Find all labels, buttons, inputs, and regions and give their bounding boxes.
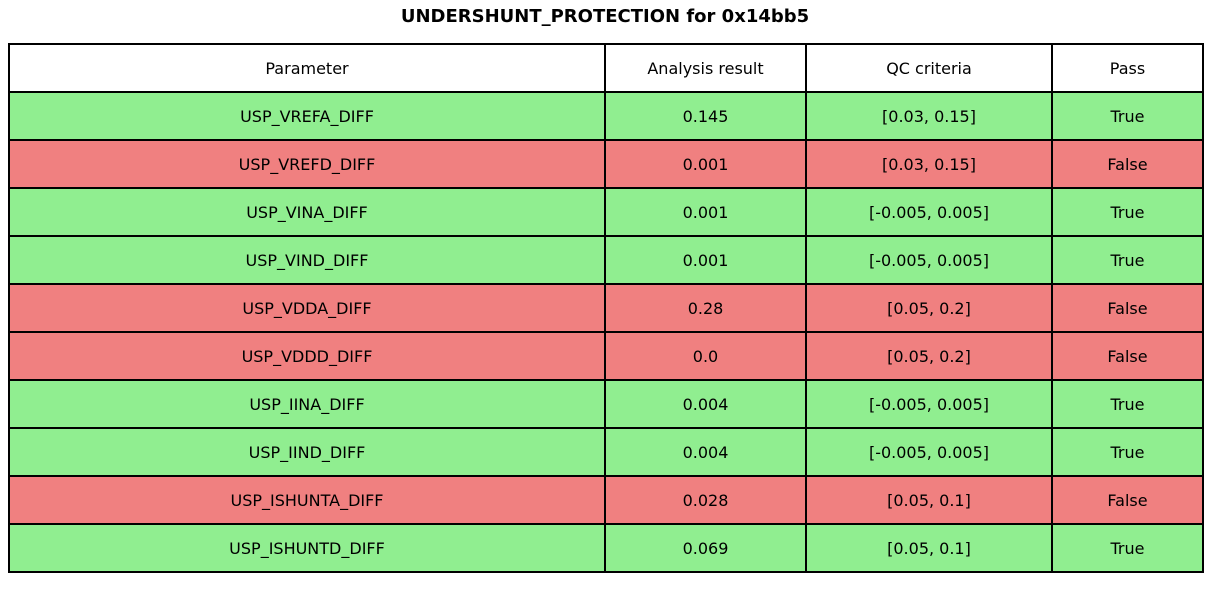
table-row: USP_VDDD_DIFF 0.0 [0.05, 0.2] False [8, 331, 1204, 381]
pass-cell: False [1051, 139, 1204, 189]
analysis-result-cell: 0.28 [604, 283, 807, 333]
header-parameter: Parameter [8, 43, 606, 93]
pass-cell: True [1051, 523, 1204, 573]
header-pass: Pass [1051, 43, 1204, 93]
analysis-result-cell: 0.001 [604, 187, 807, 237]
qc-criteria-cell: [-0.005, 0.005] [805, 379, 1053, 429]
analysis-result-cell: 0.028 [604, 475, 807, 525]
table-row: USP_VREFD_DIFF 0.001 [0.03, 0.15] False [8, 139, 1204, 189]
qc-criteria-cell: [0.05, 0.1] [805, 475, 1053, 525]
page-title: UNDERSHUNT_PROTECTION for 0x14bb5 [400, 6, 810, 27]
parameter-cell: USP_VIND_DIFF [8, 235, 606, 285]
analysis-result-cell: 0.069 [604, 523, 807, 573]
pass-cell: True [1051, 379, 1204, 429]
qc-criteria-cell: [-0.005, 0.005] [805, 427, 1053, 477]
analysis-result-cell: 0.001 [604, 139, 807, 189]
parameter-cell: USP_VINA_DIFF [8, 187, 606, 237]
qc-criteria-cell: [0.05, 0.2] [805, 331, 1053, 381]
header-row: Parameter Analysis result QC criteria Pa… [8, 43, 1204, 93]
table-row: USP_VDDA_DIFF 0.28 [0.05, 0.2] False [8, 283, 1204, 333]
pass-cell: False [1051, 283, 1204, 333]
qc-criteria-cell: [0.03, 0.15] [805, 139, 1053, 189]
table-row: USP_VIND_DIFF 0.001 [-0.005, 0.005] True [8, 235, 1204, 285]
qc-criteria-cell: [0.05, 0.1] [805, 523, 1053, 573]
qc-criteria-cell: [0.05, 0.2] [805, 283, 1053, 333]
pass-cell: True [1051, 187, 1204, 237]
qc-criteria-cell: [-0.005, 0.005] [805, 235, 1053, 285]
pass-cell: True [1051, 91, 1204, 141]
table-row: USP_IIND_DIFF 0.004 [-0.005, 0.005] True [8, 427, 1204, 477]
parameter-cell: USP_VREFD_DIFF [8, 139, 606, 189]
table-row: USP_VINA_DIFF 0.001 [-0.005, 0.005] True [8, 187, 1204, 237]
pass-cell: False [1051, 475, 1204, 525]
analysis-result-cell: 0.0 [604, 331, 807, 381]
analysis-result-cell: 0.004 [604, 427, 807, 477]
analysis-result-cell: 0.004 [604, 379, 807, 429]
parameter-cell: USP_VREFA_DIFF [8, 91, 606, 141]
qc-results-table: Parameter Analysis result QC criteria Pa… [8, 43, 1204, 573]
table-row: USP_ISHUNTD_DIFF 0.069 [0.05, 0.1] True [8, 523, 1204, 573]
parameter-cell: USP_IINA_DIFF [8, 379, 606, 429]
table-body: USP_VREFA_DIFF 0.145 [0.03, 0.15] True USP_V… [8, 91, 1204, 573]
header-analysis-result: Analysis result [604, 43, 807, 93]
analysis-result-cell: 0.145 [604, 91, 807, 141]
table-row: USP_IINA_DIFF 0.004 [-0.005, 0.005] True [8, 379, 1204, 429]
parameter-cell: USP_ISHUNTA_DIFF [8, 475, 606, 525]
table-row: USP_ISHUNTA_DIFF 0.028 [0.05, 0.1] False [8, 475, 1204, 525]
pass-cell: True [1051, 235, 1204, 285]
analysis-result-cell: 0.001 [604, 235, 807, 285]
header-qc-criteria: QC criteria [805, 43, 1053, 93]
pass-cell: False [1051, 331, 1204, 381]
parameter-cell: USP_VDDD_DIFF [8, 331, 606, 381]
parameter-cell: USP_ISHUNTD_DIFF [8, 523, 606, 573]
parameter-cell: USP_VDDA_DIFF [8, 283, 606, 333]
qc-criteria-cell: [0.03, 0.15] [805, 91, 1053, 141]
qc-criteria-cell: [-0.005, 0.005] [805, 187, 1053, 237]
table-header: Parameter Analysis result QC criteria Pa… [8, 43, 1204, 93]
pass-cell: True [1051, 427, 1204, 477]
parameter-cell: USP_IIND_DIFF [8, 427, 606, 477]
table-row: USP_VREFA_DIFF 0.145 [0.03, 0.15] True [8, 91, 1204, 141]
